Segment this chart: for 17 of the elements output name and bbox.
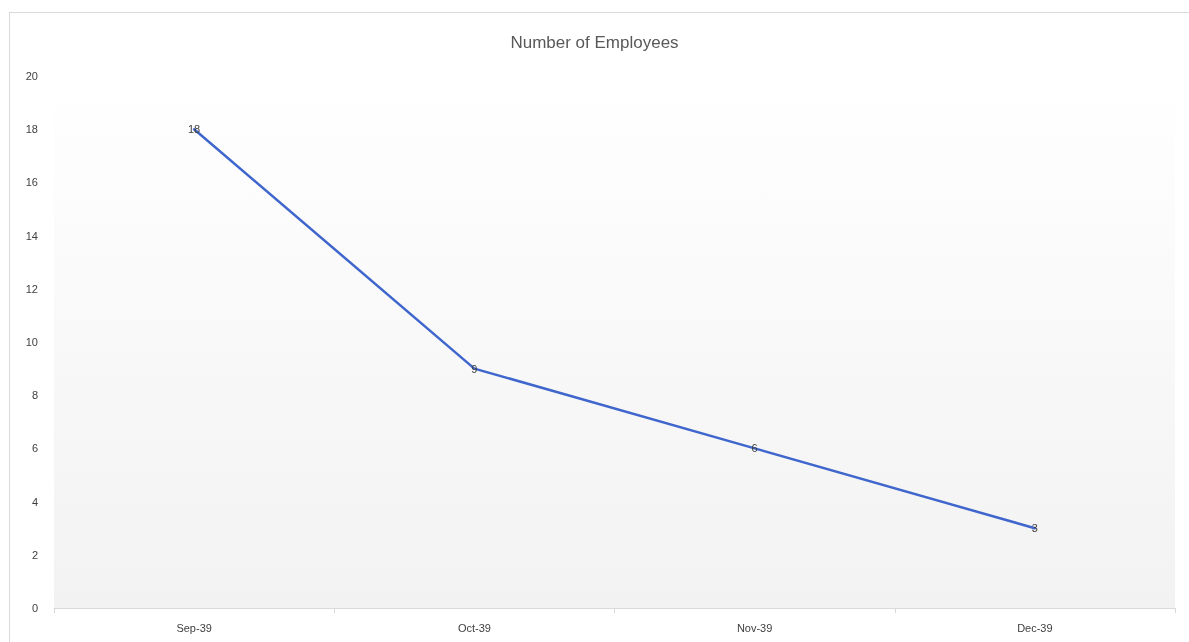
y-tick-label: 18 <box>25 123 38 136</box>
x-tick-label: Dec-39 <box>1017 621 1053 634</box>
y-tick-label: 4 <box>31 495 38 508</box>
chart-title: Number of Employees <box>510 33 679 52</box>
x-tick-label: Nov-39 <box>736 621 773 634</box>
y-tick-label: 14 <box>25 229 38 242</box>
y-tick-label: 16 <box>25 176 38 189</box>
y-tick-label: 0 <box>31 602 38 614</box>
y-tick-label: 12 <box>25 282 38 295</box>
y-tick-label: 20 <box>25 70 38 82</box>
data-label: 6 <box>751 442 758 455</box>
y-tick-label: 8 <box>31 389 38 402</box>
x-tick-label: Oct-39 <box>457 621 491 634</box>
y-tick-label: 2 <box>31 548 38 561</box>
y-tick-label: 10 <box>25 336 38 348</box>
x-tick-label: Sep-39 <box>176 621 212 634</box>
y-tick-label: 6 <box>31 442 38 455</box>
